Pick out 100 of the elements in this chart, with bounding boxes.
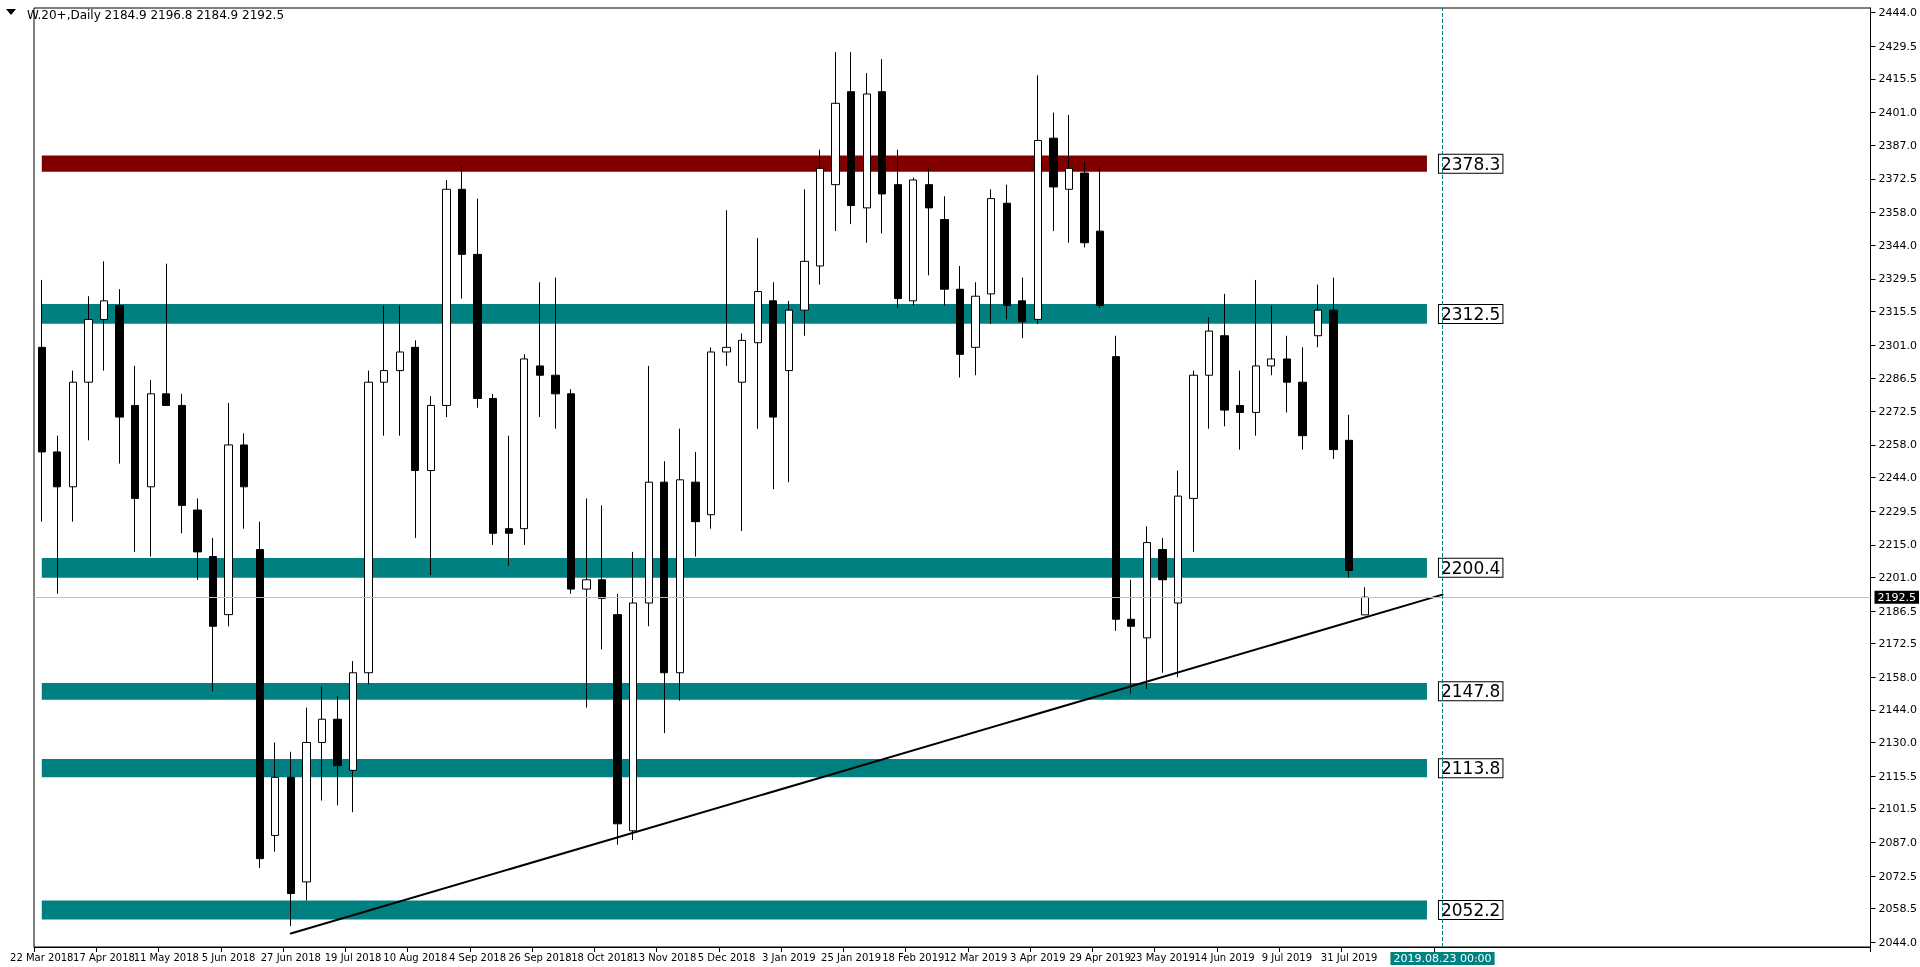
x-tick-label: 31 Jul 2019 xyxy=(1320,951,1378,963)
candlestick xyxy=(458,165,466,300)
candlestick xyxy=(536,281,544,418)
x-tick-label: 12 Mar 2019 xyxy=(943,951,1008,963)
candlestick xyxy=(1034,74,1042,325)
y-tick-label: 2315.5 xyxy=(1878,304,1918,318)
ref-line-label: 2192.5 xyxy=(1877,590,1917,604)
x-tick-label: 29 Apr 2019 xyxy=(1069,951,1132,963)
candlestick xyxy=(1283,335,1291,413)
y-tick-label: 2244.0 xyxy=(1878,471,1918,484)
candlestick xyxy=(785,300,793,483)
y-tick-label: 2387.0 xyxy=(1878,138,1918,152)
candlestick xyxy=(489,393,497,546)
candlestick xyxy=(551,277,560,430)
x-tick-label: 3 Apr 2019 xyxy=(1010,951,1066,963)
y-tick-label: 2201.0 xyxy=(1878,570,1918,584)
candlestick xyxy=(287,751,295,927)
candlestick xyxy=(1189,370,1198,553)
candlestick xyxy=(302,707,311,902)
y-tick-label: 2229.5 xyxy=(1878,504,1918,518)
candlestick xyxy=(660,460,668,734)
y-tick-label: 2358.0 xyxy=(1878,206,1918,220)
y-tick-label: 2130.0 xyxy=(1878,735,1918,749)
y-tick-label: 2101.5 xyxy=(1878,802,1918,816)
candlestick xyxy=(925,167,933,276)
candlestick xyxy=(1018,277,1026,339)
y-tick-label: 2186.5 xyxy=(1878,604,1918,618)
y-tick-label: 2215.0 xyxy=(1878,538,1918,552)
y-tick-label: 2044.0 xyxy=(1878,935,1918,949)
candlestick xyxy=(240,432,248,530)
y-tick-label: 2344.0 xyxy=(1878,238,1918,252)
candlestick xyxy=(147,379,155,558)
y-tick-label: 2372.5 xyxy=(1878,172,1918,186)
candlestick xyxy=(1345,414,1353,578)
y-tick-label: 2172.5 xyxy=(1878,637,1918,651)
y-tick-label: 2444.0 xyxy=(1878,6,1918,20)
band-label: 2378.3 xyxy=(1440,153,1501,174)
x-tick-label: 4 Sep 2018 xyxy=(449,951,507,963)
y-tick-label: 2301.0 xyxy=(1878,338,1918,352)
band-label: 2113.8 xyxy=(1440,758,1501,779)
candlestick xyxy=(567,388,575,595)
candlestick xyxy=(364,370,373,685)
candlestick xyxy=(178,393,186,534)
candlestick xyxy=(115,288,124,465)
candlestick xyxy=(256,521,264,869)
candlestick xyxy=(769,281,777,490)
x-tick-label: 27 Jun 2018 xyxy=(260,951,321,963)
candlestick xyxy=(971,281,980,376)
candlestick xyxy=(800,188,809,337)
candlestick xyxy=(333,695,342,806)
y-tick-label: 2115.5 xyxy=(1878,769,1918,783)
band-label: 2312.5 xyxy=(1440,303,1501,324)
candlestick xyxy=(473,198,482,409)
candlestick xyxy=(224,402,233,627)
x-tick-label: 18 Feb 2019 xyxy=(882,951,945,963)
candlestick xyxy=(645,365,653,627)
candlestick xyxy=(940,195,949,307)
candlestick xyxy=(598,504,606,650)
y-tick-label: 2158.0 xyxy=(1878,670,1918,684)
y-tick-label: 2429.5 xyxy=(1878,39,1918,53)
y-tick-label: 2087.0 xyxy=(1878,835,1918,849)
candlestick xyxy=(847,51,855,225)
candlestick xyxy=(707,346,715,530)
candlestick xyxy=(271,741,279,853)
candlestick xyxy=(878,58,886,234)
band-label: 2200.4 xyxy=(1440,557,1501,578)
candlestick xyxy=(193,497,202,581)
candlestick xyxy=(520,353,528,546)
y-tick-label: 2286.5 xyxy=(1878,372,1918,386)
x-tick-label: 13 Nov 2018 xyxy=(632,951,697,963)
candlestick xyxy=(816,149,824,286)
candlestick xyxy=(380,305,388,437)
y-tick-label: 2144.0 xyxy=(1878,703,1918,717)
y-tick-label: 2401.0 xyxy=(1878,106,1918,120)
candlestick xyxy=(909,177,917,307)
candlestick xyxy=(1096,165,1104,309)
candlestick xyxy=(831,51,840,232)
y-tick-label: 2329.5 xyxy=(1878,272,1918,286)
candlestick xyxy=(1080,160,1089,248)
candlestick xyxy=(1112,335,1120,632)
candlestick xyxy=(1220,293,1229,427)
candlestick xyxy=(738,332,746,532)
candlestick xyxy=(987,188,995,325)
candlestick xyxy=(722,209,731,367)
candlestick xyxy=(162,263,170,406)
candlestick xyxy=(100,260,108,372)
candlestick xyxy=(69,370,77,523)
y-tick-label: 2415.5 xyxy=(1878,72,1918,86)
y-tick-label: 2272.5 xyxy=(1878,404,1918,418)
band-label: 2147.8 xyxy=(1440,681,1501,702)
y-tick-label: 2258.0 xyxy=(1878,438,1918,452)
candlestick xyxy=(427,395,435,576)
candlestick xyxy=(956,265,964,379)
candlestick xyxy=(318,686,326,802)
candlestick xyxy=(1267,305,1275,376)
x-tick-label: 5 Dec 2018 xyxy=(697,951,756,963)
candlestick xyxy=(1049,112,1058,232)
candlestick xyxy=(209,537,217,692)
x-tick-label: 18 Oct 2018 xyxy=(571,951,633,963)
x-tick-label: 26 Sep 2018 xyxy=(508,951,572,963)
